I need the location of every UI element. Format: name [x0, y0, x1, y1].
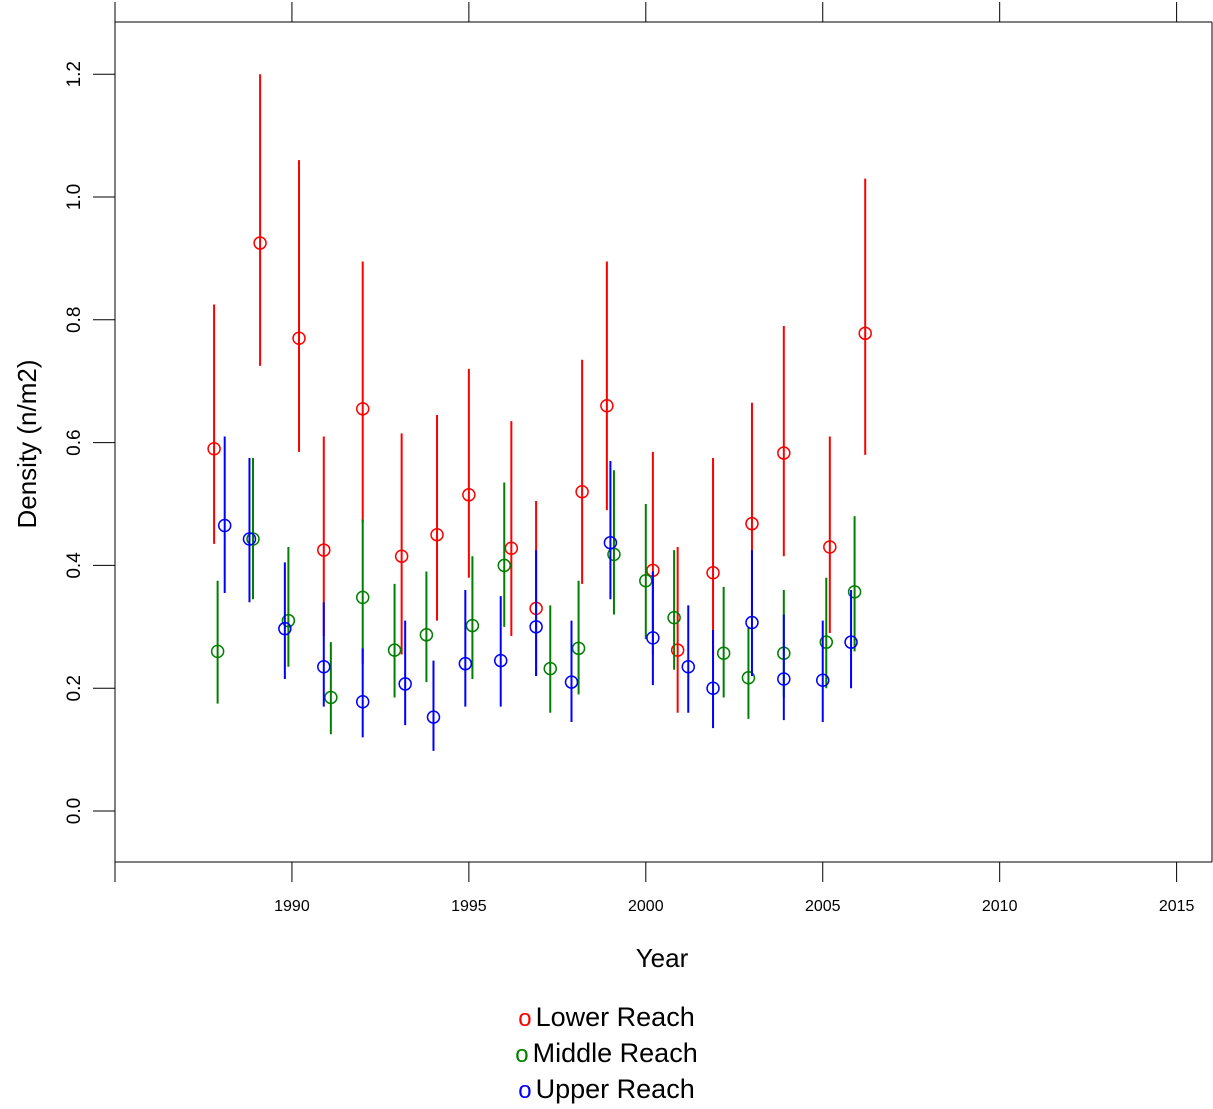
data-point — [603, 535, 618, 550]
legend-label-middle-reach: Middle Reach — [532, 1038, 698, 1068]
y-tick-label: 0.8 — [64, 307, 85, 333]
data-point — [716, 646, 731, 660]
data-point — [504, 541, 519, 555]
data-point — [815, 673, 830, 687]
data-point — [355, 590, 370, 605]
data-point — [706, 566, 720, 580]
y-tick-label: 0.2 — [64, 675, 85, 701]
data-point — [667, 610, 681, 625]
data-point — [741, 671, 756, 685]
series-middle-reach — [210, 457, 862, 735]
data-point — [210, 644, 225, 659]
data-point — [394, 549, 409, 563]
data-point — [281, 613, 296, 628]
data-point — [398, 677, 412, 691]
legend-item-middle-reach: o Middle Reach — [0, 1036, 1213, 1072]
y-tick-label: 1.2 — [64, 61, 85, 87]
data-point — [777, 672, 791, 686]
data-point — [844, 635, 858, 649]
x-axis: 1990 1995 2000 2005 2010 2015 — [114, 2, 1195, 915]
y-axis: 0.0 0.2 0.4 0.6 0.8 1.0 1.2 — [64, 61, 115, 824]
x-tick-label: 2000 — [628, 898, 664, 915]
y-tick-label: 0.4 — [64, 552, 85, 579]
legend-marker-upper-reach: o — [518, 1077, 532, 1104]
data-point — [681, 659, 696, 674]
data-point — [355, 694, 370, 709]
data-point — [278, 621, 292, 636]
data-point — [529, 620, 543, 634]
legend: o Lower Reach o Middle Reach o Upper Reach — [0, 1000, 1213, 1108]
data-point — [497, 558, 512, 573]
data-point — [543, 661, 558, 676]
data-point — [777, 446, 791, 460]
data-point — [493, 653, 508, 668]
data-point — [745, 615, 759, 630]
plot-frame — [114, 21, 1213, 863]
data-point — [355, 402, 370, 416]
data-point — [670, 643, 685, 657]
data-point — [858, 326, 872, 341]
y-tick-label: 1.0 — [64, 184, 85, 210]
legend-label-upper-reach: Upper Reach — [535, 1074, 695, 1104]
data-point — [430, 527, 444, 542]
x-tick-label: 2015 — [1159, 898, 1195, 915]
x-tick-label: 1990 — [274, 898, 310, 915]
x-tick-label: 2010 — [982, 898, 1018, 915]
legend-item-upper-reach: o Upper Reach — [0, 1072, 1213, 1108]
data-point — [419, 628, 434, 642]
y-tick-label: 0.6 — [64, 429, 85, 455]
data-point — [246, 532, 260, 546]
legend-marker-lower-reach: o — [518, 1005, 532, 1032]
data-point — [387, 643, 402, 657]
data-point — [324, 690, 338, 705]
data-point — [745, 516, 759, 531]
data-point — [819, 635, 834, 649]
data-point — [823, 540, 837, 554]
data-point — [600, 399, 614, 413]
data-point — [465, 618, 480, 633]
legend-label-lower-reach: Lower Reach — [535, 1002, 695, 1032]
x-tick-label: 1995 — [451, 898, 487, 915]
data-point — [217, 518, 232, 533]
x-tick-label: 2005 — [805, 898, 841, 915]
data-point — [292, 331, 306, 345]
legend-marker-middle-reach: o — [515, 1041, 529, 1068]
data-point — [646, 631, 660, 645]
series-lower-reach — [207, 74, 872, 713]
data-point — [462, 488, 476, 502]
data-point — [426, 710, 441, 724]
data-point — [317, 543, 331, 557]
y-axis-title: Density (n/m2) — [12, 359, 42, 528]
data-point — [564, 675, 579, 689]
data-point — [706, 681, 720, 695]
data-point — [253, 236, 267, 250]
data-point — [458, 656, 473, 671]
data-point — [575, 484, 589, 499]
y-tick-label: 0.0 — [64, 798, 85, 824]
series-upper-reach — [217, 436, 858, 751]
data-point — [317, 659, 331, 674]
legend-item-lower-reach: o Lower Reach — [0, 1000, 1213, 1036]
data-point — [571, 641, 586, 656]
data-point — [847, 585, 862, 599]
data-point — [207, 442, 221, 456]
data-point — [242, 532, 257, 546]
x-axis-title: Year — [636, 943, 689, 973]
data-point — [639, 574, 653, 588]
plot-area — [207, 74, 872, 751]
